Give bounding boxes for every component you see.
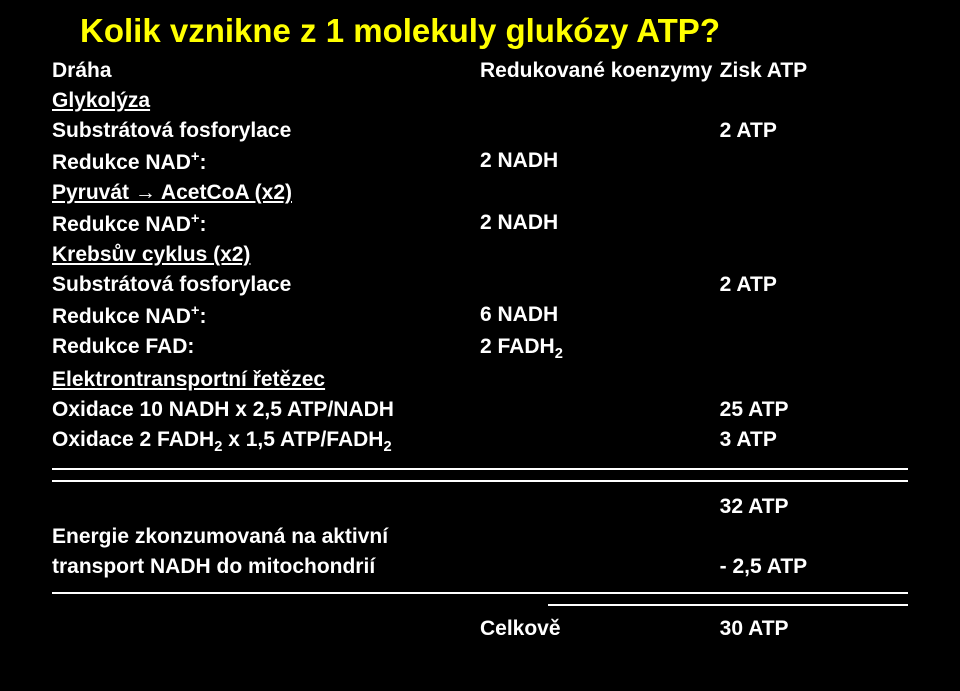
section-pyruvat: Pyruvát → AcetCoA (x2) [52,178,480,208]
text: Redukce NAD [52,151,191,174]
table-row: Redukce NAD+: 2 NADH [52,146,908,178]
header-zisk: Zisk ATP [720,56,908,86]
table-row: Redukce NAD+: 2 NADH [52,208,908,240]
table-header-row: Dráha Redukované koenzymy Zisk ATP [52,56,908,86]
table-row: Krebsův cyklus (x2) [52,240,908,270]
energy-value: - 2,5 ATP [720,552,908,582]
energy-line1: Energie zkonzumovaná na aktivní [52,522,720,552]
cell-subfos2: Substrátová fosforylace [52,270,480,300]
cell-oxnadh-atp: 25 ATP [720,395,908,425]
text: Redukce NAD [52,305,191,328]
section-glykolyza: Glykolýza [52,86,480,116]
header-draha: Dráha [52,56,480,86]
table-row: Oxidace 2 FADH2 x 1,5 ATP/FADH2 3 ATP [52,425,908,458]
total-value: 30 ATP [720,614,908,644]
cell-rednad1: Redukce NAD+: [52,146,480,178]
table-row: Celkově 30 ATP [52,614,908,644]
divider [52,480,908,482]
cell-subfos1: Substrátová fosforylace [52,116,480,146]
slide: Kolik vznikne z 1 molekuly glukózy ATP? … [0,0,960,691]
cell-rednad1-val: 2 NADH [480,146,720,178]
cell-redfad-val: 2 FADH2 [480,332,720,365]
energy-line2: transport NADH do mitochondrií [52,552,720,582]
table-row: 32 ATP [52,492,908,522]
section-etc: Elektrontransportní řetězec [52,365,480,395]
text: : [199,151,206,174]
header-koenzymy: Redukované koenzymy [480,56,720,86]
atp-table: Dráha Redukované koenzymy Zisk ATP Glyko… [52,56,908,458]
table-row: Substrátová fosforylace 2 ATP [52,270,908,300]
divider [52,468,908,470]
text: Oxidace 2 FADH [52,428,214,451]
sub-2: 2 [383,439,391,455]
table-row: Substrátová fosforylace 2 ATP [52,116,908,146]
table-row: transport NADH do mitochondrií - 2,5 ATP [52,552,908,582]
subtotal-value: 32 ATP [720,492,908,522]
cell-oxnadh: Oxidace 10 NADH x 2,5 ATP/NADH [52,395,720,425]
table-row: Redukce FAD: 2 FADH2 [52,332,908,365]
cell-rednad2: Redukce NAD+: [52,208,480,240]
cell-subfos2-atp: 2 ATP [720,270,908,300]
summary-table: 32 ATP Energie zkonzumovaná na aktivní t… [52,492,908,582]
cell-redfad: Redukce FAD: [52,332,480,365]
text: x 1,5 ATP/FADH [222,428,383,451]
text: : [199,305,206,328]
text: : [199,213,206,236]
table-row: Energie zkonzumovaná na aktivní [52,522,908,552]
table-row: Elektrontransportní řetězec [52,365,908,395]
divider-short [548,604,908,606]
table-row: Pyruvát → AcetCoA (x2) [52,178,908,208]
slide-title: Kolik vznikne z 1 molekuly glukózy ATP? [80,12,908,50]
table-row: Glykolýza [52,86,908,116]
text: Redukce NAD [52,213,191,236]
cell-rednad3-val: 6 NADH [480,300,720,332]
total-table: Celkově 30 ATP [52,614,908,644]
cell-rednad2-val: 2 NADH [480,208,720,240]
table-row: Oxidace 10 NADH x 2,5 ATP/NADH 25 ATP [52,395,908,425]
cell-oxfadh: Oxidace 2 FADH2 x 1,5 ATP/FADH2 [52,425,720,458]
cell-rednad3: Redukce NAD+: [52,300,480,332]
table-row: Redukce NAD+: 6 NADH [52,300,908,332]
text: 2 FADH [480,335,555,358]
total-label: Celkově [480,614,720,644]
divider [52,592,908,594]
sub-2: 2 [555,346,563,362]
cell-oxfadh-atp: 3 ATP [720,425,908,458]
section-krebs: Krebsův cyklus (x2) [52,240,480,270]
cell-subfos1-atp: 2 ATP [720,116,908,146]
